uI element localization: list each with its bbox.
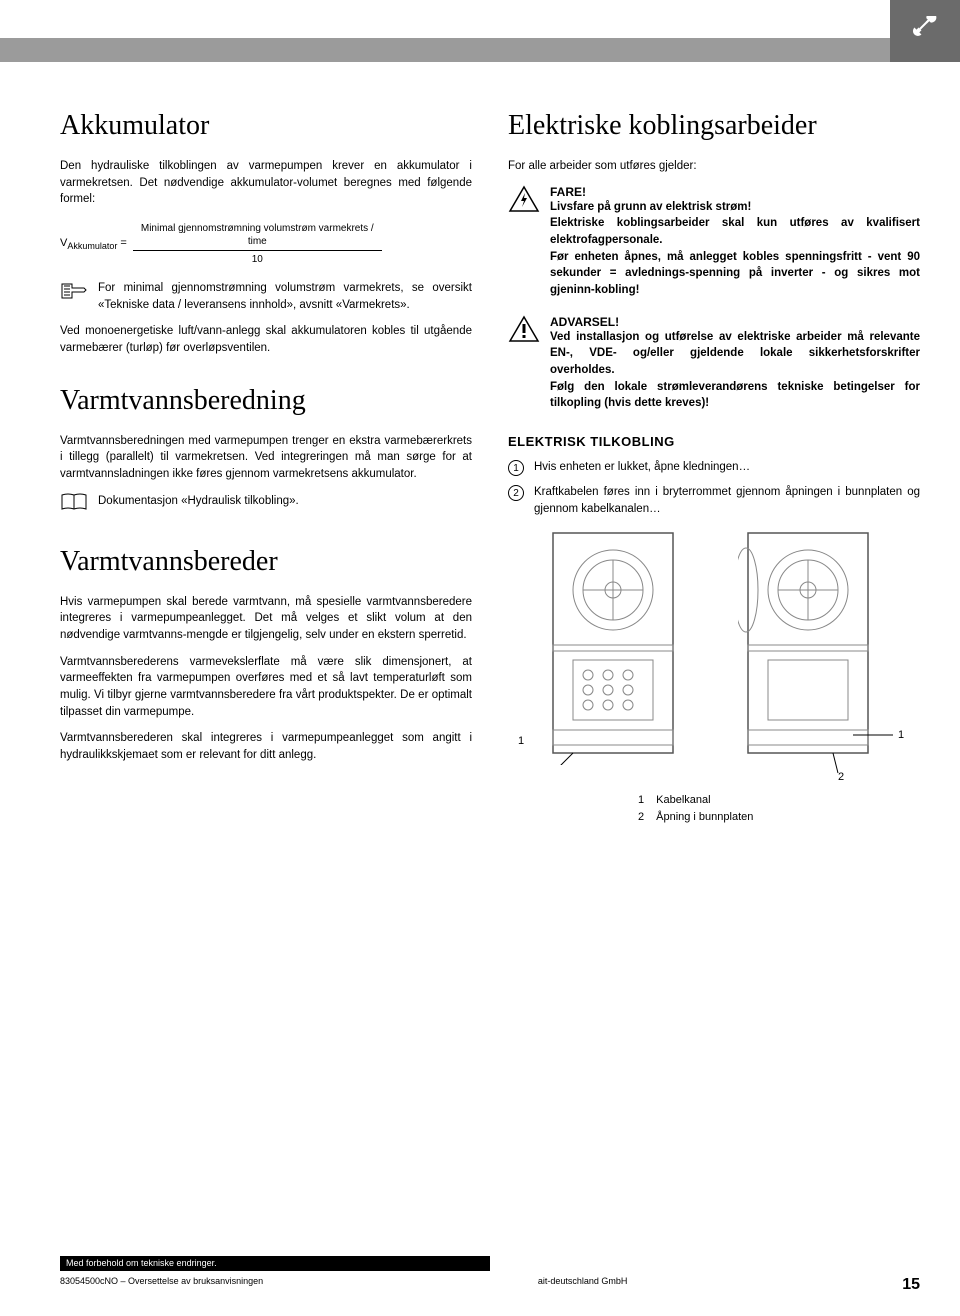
- fare-box: FARE! Livsfare på grunn av elektrisk str…: [508, 185, 920, 299]
- elektriske-intro: For alle arbeider som utføres gjelder:: [508, 158, 920, 175]
- legend-1-text: Kabelkanal: [656, 792, 710, 809]
- advarsel-line1: Ved installasjon og utførelse av elektri…: [550, 329, 920, 379]
- page-content: Akkumulator Den hydrauliske tilkoblingen…: [60, 110, 920, 825]
- diagram-label-2: 2: [838, 771, 844, 783]
- vvbereder-p2: Varmtvannsberederens varmevekslerflate m…: [60, 654, 472, 721]
- formula: VAkkumulator = Minimal gjennomstrømning …: [60, 222, 472, 266]
- step-number-2: 2: [508, 485, 524, 501]
- formula-denominator: 10: [252, 251, 263, 266]
- heading-varmtvannsbereder: Varmtvannsbereder: [60, 546, 472, 578]
- fare-line1: Livsfare på grunn av elektrisk strøm!: [550, 199, 920, 216]
- vvbereder-p1: Hvis varmepumpen skal berede varmtvann, …: [60, 594, 472, 644]
- footer-bar-text: Med forbehold om tekniske endringer.: [66, 1258, 217, 1268]
- diagram-label-1-right: 1: [898, 729, 904, 741]
- akku-intro-text: Den hydrauliske tilkoblingen av varmepum…: [60, 158, 472, 208]
- step-number-1: 1: [508, 460, 524, 476]
- page-footer: Med forbehold om tekniske endringer. 830…: [60, 1256, 920, 1294]
- pointer-note-row: For minimal gjennomstrømning volumstrøm …: [60, 280, 472, 313]
- fare-line3: Før enheten åpnes, må anlegget kobles sp…: [550, 249, 920, 299]
- header-area: [0, 0, 960, 62]
- danger-voltage-icon: [508, 185, 540, 299]
- right-column: Elektriske koblingsarbeider For alle arb…: [508, 110, 920, 825]
- akku-mono-text: Ved monoenergetiske luft/vann-anlegg ska…: [60, 323, 472, 356]
- advarsel-line2: Følg den lokale strømleverandørens tekni…: [550, 379, 920, 412]
- footer-center-text: ait-deutschland GmbH: [538, 1276, 628, 1294]
- vvb-text: Varmtvannsberedningen med varmepumpen tr…: [60, 433, 472, 483]
- left-column: Akkumulator Den hydrauliske tilkoblingen…: [60, 110, 472, 825]
- heading-varmtvannsberedning: Varmtvannsberedning: [60, 385, 472, 417]
- book-icon: [60, 493, 88, 518]
- fare-line2: Elektriske koblingsarbeider skal kun utf…: [550, 215, 920, 248]
- formula-numerator: Minimal gjennomstrømning volumstrøm varm…: [133, 222, 382, 251]
- step-2-text: Kraftkabelen føres inn i bryterrommet gj…: [534, 484, 920, 517]
- unit-left-illustration: [538, 525, 698, 765]
- page-number: 15: [902, 1276, 920, 1294]
- advarsel-box: ADVARSEL! Ved installasjon og utførelse …: [508, 315, 920, 412]
- step-1-text: Hvis enheten er lukket, åpne kledningen…: [534, 459, 920, 476]
- legend-2-text: Åpning i bunnplaten: [656, 809, 753, 826]
- step-2-row: 2 Kraftkabelen føres inn i bryterrommet …: [508, 484, 920, 517]
- pointer-note-text: For minimal gjennomstrømning volumstrøm …: [98, 280, 472, 313]
- footer-left-text: 83054500cNO – Oversettelse av bruksanvis…: [60, 1276, 263, 1294]
- subheading-elektrisk-tilkobling: ELEKTRISK TILKOBLING: [508, 434, 920, 449]
- heading-akkumulator: Akkumulator: [60, 110, 472, 142]
- header-grey-stripe: [0, 38, 960, 62]
- corner-tab: [890, 0, 960, 62]
- diagram-label-1-left: 1: [518, 735, 524, 747]
- heading-elektriske: Elektriske koblingsarbeider: [508, 110, 920, 142]
- warning-icon: [508, 315, 540, 412]
- pointing-hand-icon: [60, 280, 88, 313]
- formula-fraction: Minimal gjennomstrømning volumstrøm varm…: [133, 222, 382, 266]
- footer-line: 83054500cNO – Oversettelse av bruksanvis…: [60, 1274, 920, 1294]
- fare-heading: FARE!: [550, 185, 920, 199]
- advarsel-heading: ADVARSEL!: [550, 315, 920, 329]
- step-1-row: 1 Hvis enheten er lukket, åpne kledninge…: [508, 459, 920, 476]
- book-note-row: Dokumentasjon «Hydraulisk tilkobling».: [60, 493, 472, 518]
- diagram-legend: 1Kabelkanal 2Åpning i bunnplaten: [638, 792, 753, 825]
- book-note-text: Dokumentasjon «Hydraulisk tilkobling».: [98, 493, 299, 518]
- wrench-icon: [910, 16, 940, 46]
- formula-lhs: VAkkumulator =: [60, 237, 127, 251]
- unit-right-illustration: [738, 525, 908, 775]
- vvbereder-p3: Varmtvannsberederen skal integreres i va…: [60, 730, 472, 763]
- diagram-area: 1 1 2 1Kabelkanal 2Åpning i bunnpl: [508, 525, 920, 825]
